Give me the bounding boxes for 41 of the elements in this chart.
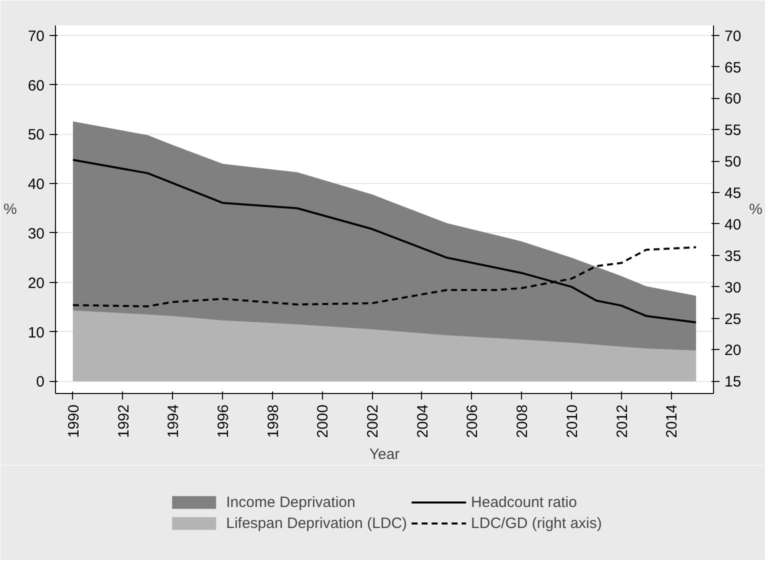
line-series [72, 158, 698, 324]
y-axis-title: % [3, 201, 17, 218]
legend-label: Income Deprivation [226, 494, 356, 510]
y2-tick-label: 30 [724, 279, 742, 296]
legend-label: Lifespan Deprivation (LDC) [226, 514, 408, 532]
x-tick-label: 1990 [65, 404, 82, 438]
y-tick-label: 50 [28, 126, 45, 144]
y2-tick-label: 35 [724, 248, 742, 265]
y-tick-label: 60 [28, 77, 45, 94]
y-tick-label: 30 [28, 225, 45, 242]
y2-tick-label: 50 [724, 154, 742, 171]
y-tick-label: 40 [28, 176, 45, 194]
x-tick-label: 1996 [214, 404, 232, 438]
y2-tick-label: 45 [724, 185, 742, 202]
y2-tick-label: 15 [724, 374, 742, 391]
y2-tick-label: 60 [724, 90, 742, 108]
x-tick-label: 1994 [165, 404, 182, 438]
x-tick-label: 2008 [514, 404, 532, 438]
x-tick-label: 2000 [314, 404, 332, 438]
y2-tick-label: 25 [724, 310, 742, 328]
y2-tick-label: 40 [724, 216, 742, 234]
legend-label: Headcount ratio [471, 494, 577, 510]
x-tick-label: 1998 [264, 404, 282, 438]
x-tick-label: 1992 [115, 404, 132, 438]
x-tick-label: 2002 [364, 404, 382, 438]
x-tick-label: 2012 [614, 404, 631, 438]
y-tick-label: 20 [28, 274, 45, 292]
y-tick-label: 70 [28, 28, 45, 45]
legend-label: LDC/GD (right axis) [471, 514, 602, 532]
y-tick-label: 10 [28, 324, 45, 342]
y2-tick-label: 65 [724, 59, 742, 76]
y2-tick-label: 20 [724, 342, 742, 360]
y2-tick-label: 70 [724, 28, 742, 45]
y2-tick-label: 55 [724, 122, 742, 140]
x-tick-label: 2006 [464, 404, 482, 438]
x-axis-title: Year [369, 446, 400, 463]
x-tick-label: 2004 [414, 404, 432, 438]
x-tick-label: 2010 [564, 404, 581, 438]
x-tick-label: 2014 [664, 404, 681, 438]
y2-axis-title: % [749, 201, 763, 218]
y-tick-label: 0 [36, 374, 44, 391]
